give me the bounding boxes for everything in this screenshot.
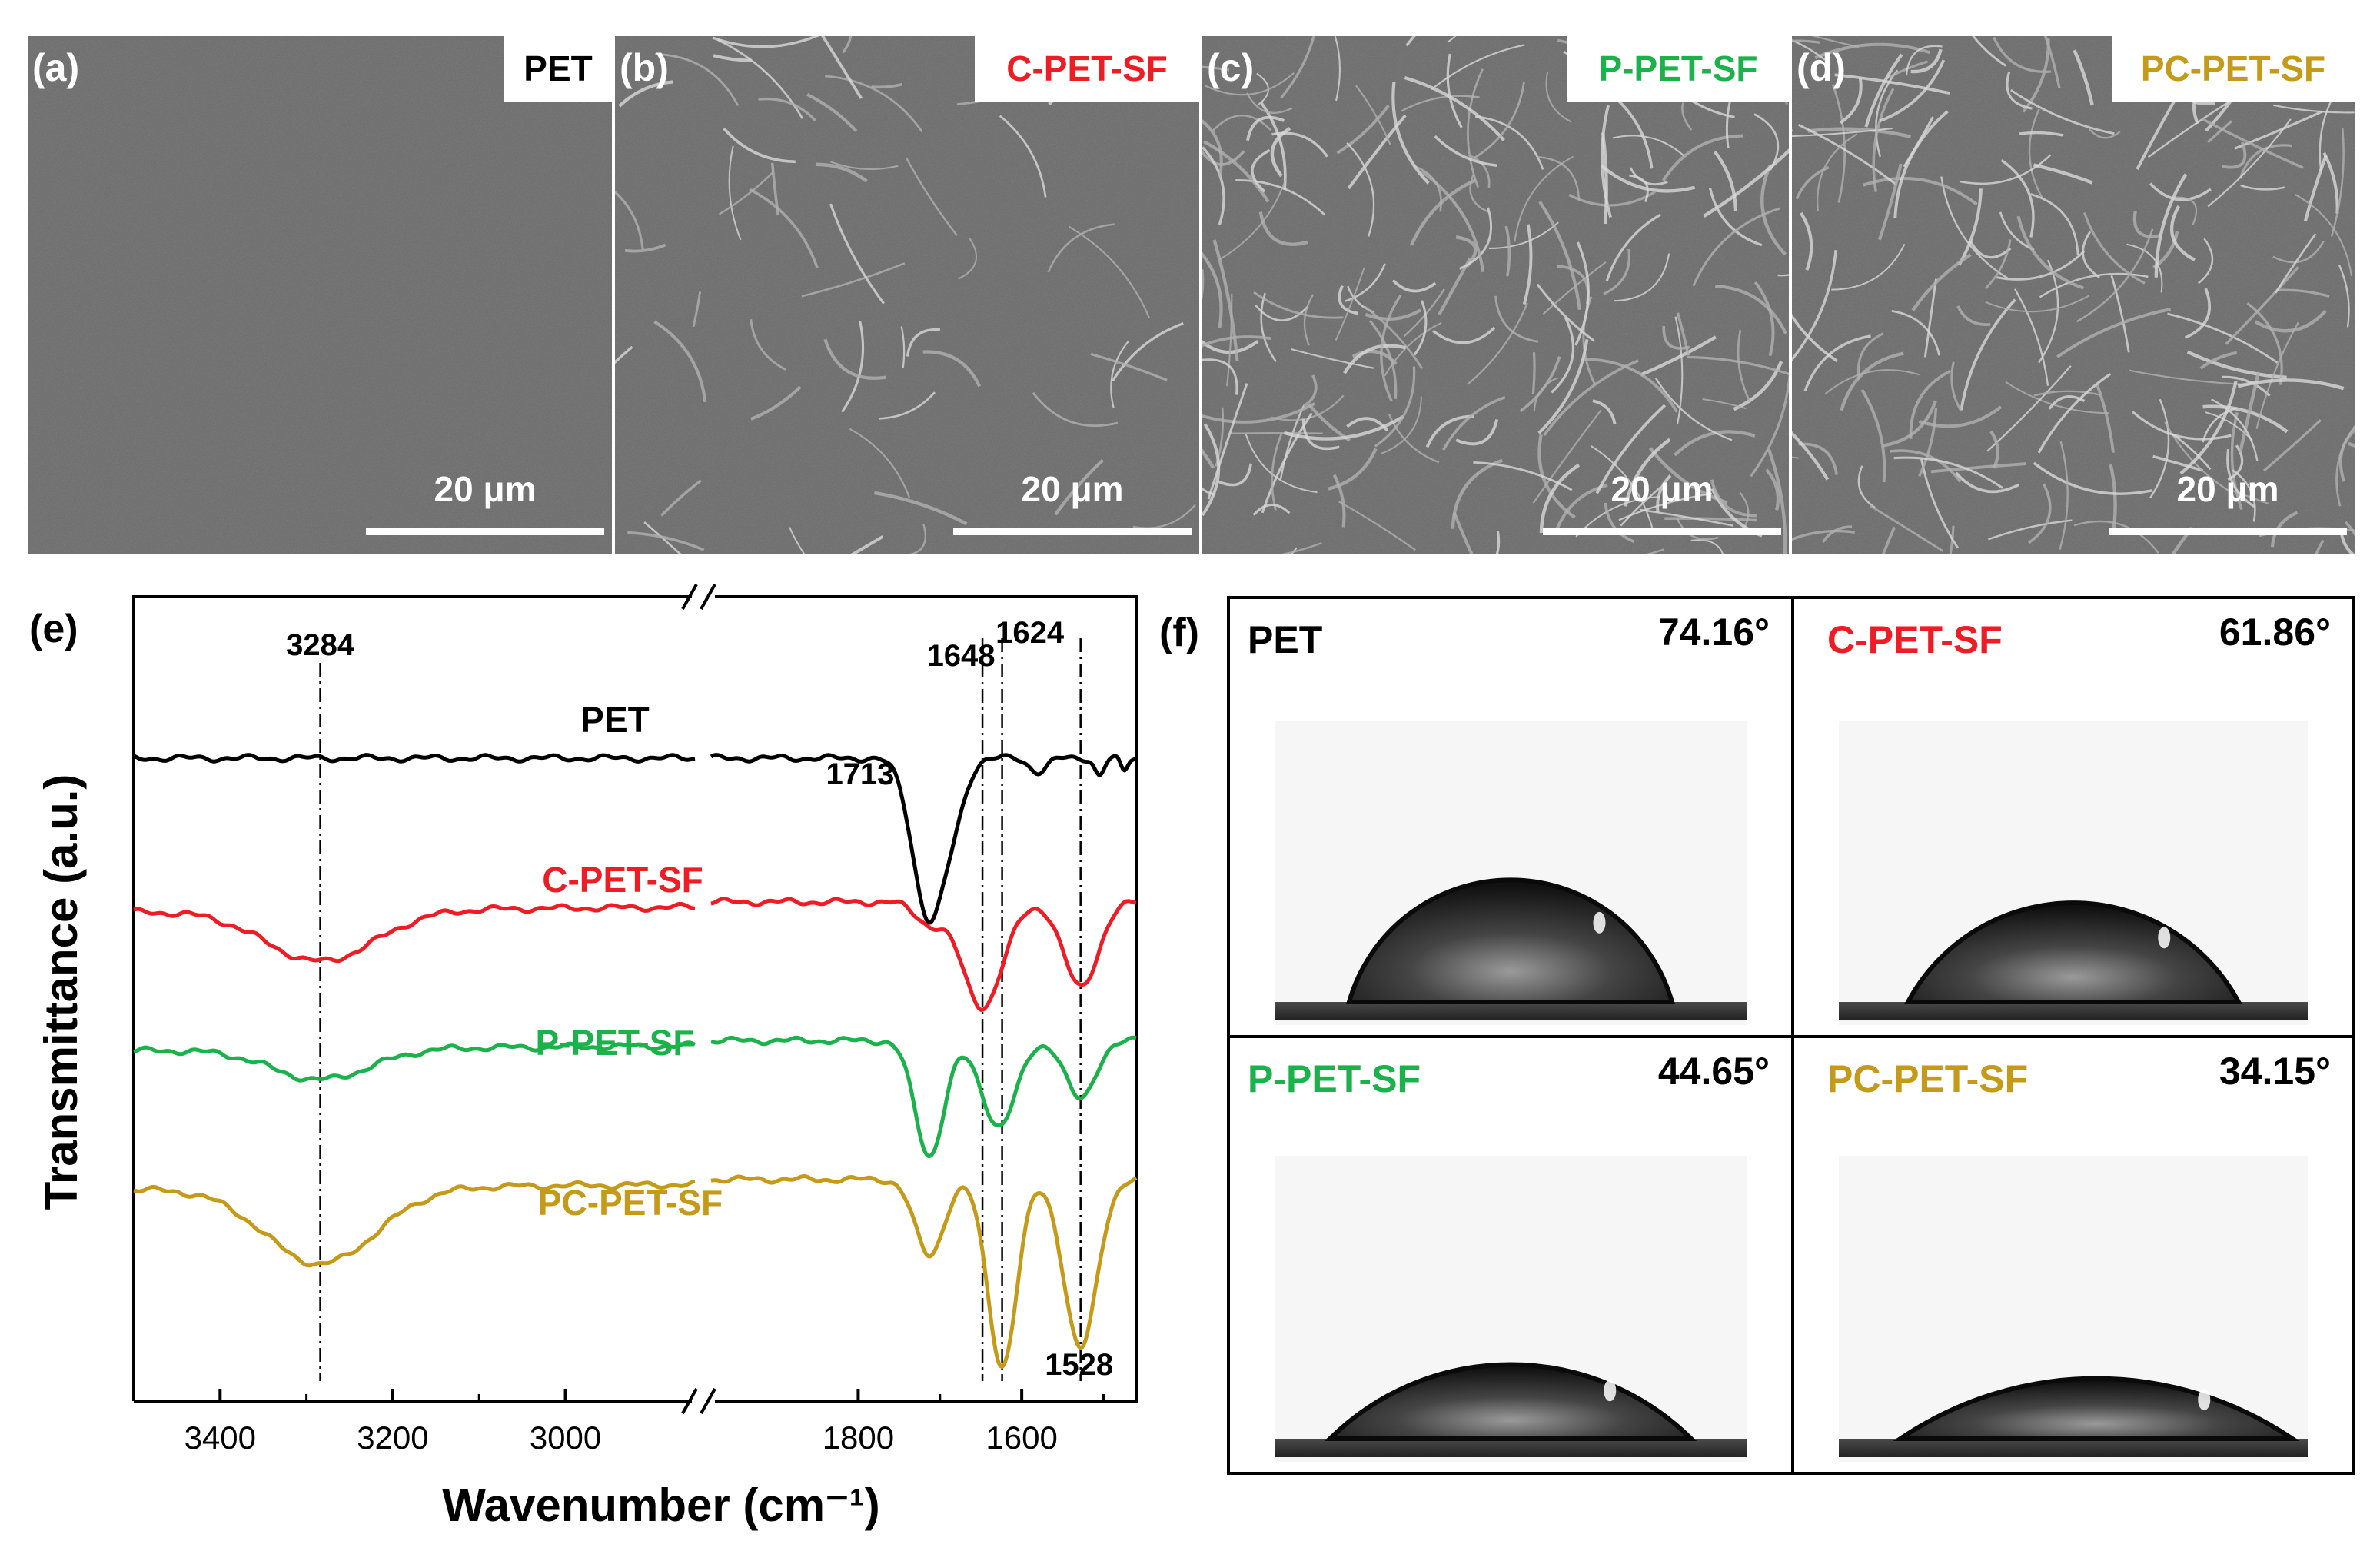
droplet-highlight [2158,927,2171,949]
sample-name: PC-PET-SF [1827,1057,2028,1100]
ftir-series [132,753,1138,1369]
series-label: PC-PET-SF [538,1183,723,1223]
peak-label: 3284 [286,628,355,662]
droplet-highlight [2198,1389,2211,1411]
substrate [1839,1439,2308,1457]
contact-cell-p-pet-sf: P-PET-SF 44.65° [1248,1050,1770,1462]
peak-label: 1624 [996,616,1065,650]
scale-bar [2109,528,2347,535]
contact-cell-c-pet-sf: C-PET-SF 61.86° [1827,611,2331,1025]
panel-letter: (b) [620,46,669,89]
scale-bar-label: 20 μm [434,469,537,509]
droplet [1893,1376,2300,1441]
series-line-pet-1 [710,753,1137,925]
droplet [1324,1362,1697,1441]
scale-bar [366,528,604,535]
droplet [1903,900,2243,1004]
contact-angle-panel: (f) PET 74.16° C-PET-SF 61.86° P-PET-SF 44.65… [1159,596,2355,1475]
contact-angle-value: 34.15° [2219,1050,2331,1093]
scale-bar [953,528,1192,535]
peak-label: 1648 [927,639,996,673]
sem-panel-c-pet-sf: (b) C-PET-SF 20 μm [615,36,1199,554]
series-label: P-PET-SF [535,1023,694,1063]
sem-texture [615,36,1199,554]
contact-angle-value: 44.65° [1658,1050,1770,1093]
ftir-peak-guides [319,638,1082,1381]
sem-panel-p-pet-sf: (c) P-PET-SF 20 μm [1202,36,1789,554]
sample-tag-bg [504,36,612,102]
x-tick-label: 1600 [986,1420,1057,1456]
droplet-highlight [1593,911,1606,934]
ftir-axes: 3400 3200 3000 1800 1600 [132,584,1138,1456]
sem-panel-pc-pet-sf: (d) PC-PET-SF 20 μm [1792,36,2355,554]
series-line-p-pet-sf-0 [133,1040,696,1083]
axis-frame-right [715,595,1138,1403]
sample-tag: C-PET-SF [1006,48,1168,88]
sem-panels: (a) PET 20 μm (b) C-PET-SF 20 μm (c) P-PET-SF 20… [28,36,2355,554]
panel-letter: (c) [1207,46,1254,89]
series-label: PET [580,700,649,740]
sample-tag: P-PET-SF [1598,48,1757,88]
scale-bar-label: 20 μm [2177,469,2279,509]
contact-cell-pc-pet-sf: PC-PET-SF 34.15° [1827,1050,2331,1462]
series-line-c-pet-sf-1 [710,897,1137,1012]
x-axis-label: Wavenumber (cm⁻¹) [442,1479,880,1531]
series-line-pet-0 [132,753,696,764]
contact-angle-value: 74.16° [1658,611,1770,654]
y-axis-label: Transmittance (a.u.) [35,774,87,1210]
series-line-pc-pet-sf-0 [133,1179,696,1268]
sem-texture [28,36,612,554]
sem-panel-pet: (a) PET 20 μm [28,36,612,554]
series-line-pc-pet-sf-1 [710,1174,1138,1369]
series-line-p-pet-sf-1 [710,1035,1137,1158]
sem-texture [1202,36,1789,554]
axis-frame-left [132,595,692,1401]
contact-angle-grid: PET 74.16° C-PET-SF 61.86° P-PET-SF 44.65° PC-… [1227,596,2355,1475]
substrate [1839,1002,2308,1020]
axis-break-mark [681,584,716,610]
x-tick-label: 1800 [823,1420,894,1456]
substrate [1275,1002,1747,1020]
peak-label: 1528 [1045,1348,1113,1382]
series-label: C-PET-SF [542,860,703,900]
sample-name: P-PET-SF [1248,1057,1421,1100]
panel-letter: (a) [32,46,79,89]
x-tick-label: 3000 [530,1420,601,1456]
x-tick-label: 3200 [357,1420,428,1456]
sample-tag: PC-PET-SF [2141,48,2325,88]
axis-break-mark [681,1388,716,1414]
sample-tag-bg [2112,36,2355,102]
panel-letter: (d) [1797,46,1846,89]
scale-bar-label: 20 μm [1611,469,1714,509]
contact-angle-value: 61.86° [2219,611,2331,654]
sample-tag-bg [1567,36,1789,102]
panel-letter-e: (e) [29,607,78,651]
x-tick-label: 3400 [184,1420,256,1456]
substrate [1275,1439,1747,1457]
sample-name: C-PET-SF [1827,618,2003,661]
panel-letter-f: (f) [1159,611,1199,655]
droplet [1346,877,1675,1004]
sample-tag: PET [524,48,592,88]
droplet-highlight [1604,1380,1617,1402]
sample-tag-bg [975,36,1199,102]
contact-cell-pet: PET 74.16° [1248,611,1770,1025]
sample-name: PET [1248,618,1322,661]
series-line-c-pet-sf-0 [133,902,696,964]
scale-bar-label: 20 μm [1022,469,1124,509]
scale-bar [1543,528,1781,535]
peak-label: 1713 [826,757,894,791]
